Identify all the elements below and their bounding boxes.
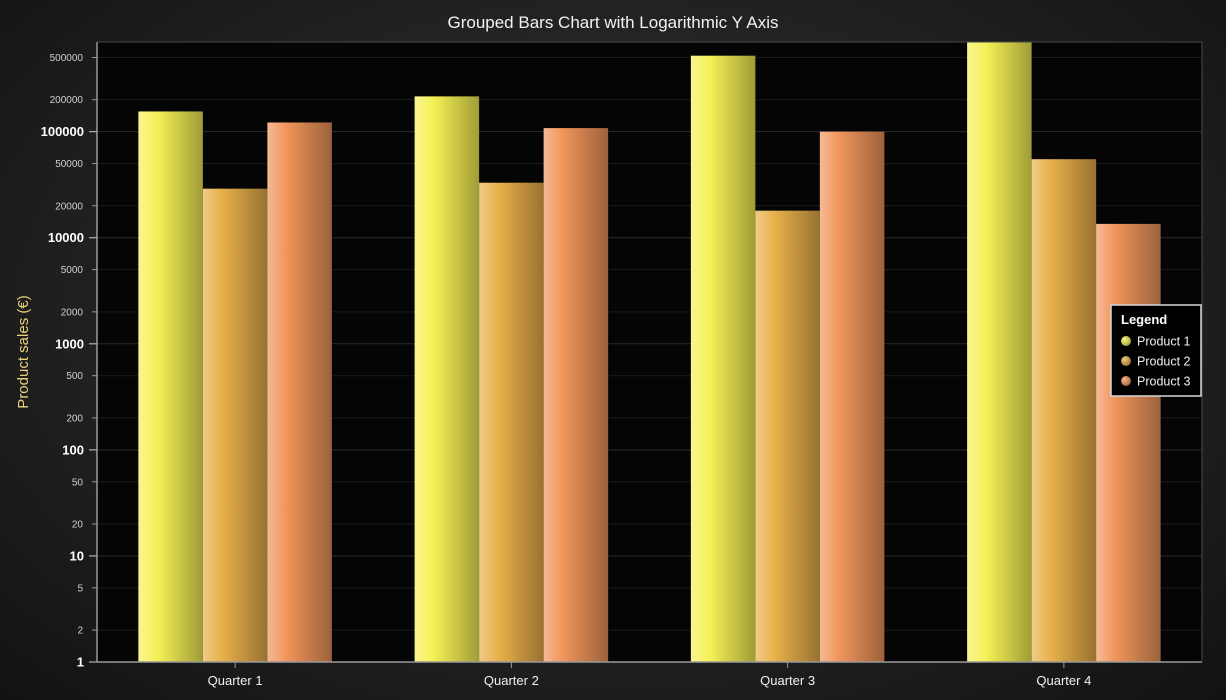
y-tick-label: 1000 xyxy=(55,336,84,351)
y-tick-label: 20000 xyxy=(55,201,83,212)
y-tick-label: 5000 xyxy=(61,265,84,276)
axes xyxy=(96,41,1203,663)
y-tick-label: 100000 xyxy=(41,124,84,139)
y-tick-label: 200000 xyxy=(50,95,84,106)
y-tick-label: 2000 xyxy=(61,307,84,318)
bars xyxy=(138,42,1161,663)
x-tick-label: Quarter 1 xyxy=(208,673,263,688)
bar xyxy=(819,131,885,663)
bar xyxy=(138,111,203,662)
x-tick-labels: Quarter 1 Quarter 2 Quarter 3 Quarter 4 xyxy=(208,662,1091,688)
y-tick-label: 10000 xyxy=(48,230,84,245)
x-tick-label: Quarter 4 xyxy=(1036,673,1091,688)
legend-title: Legend xyxy=(1121,312,1167,327)
y-tick-label: 10 xyxy=(70,548,84,563)
y-tick-label: 1 xyxy=(77,655,84,670)
x-tick-label: Quarter 2 xyxy=(484,673,539,688)
y-tick-label: 200 xyxy=(66,413,83,424)
legend-item-label: Product 3 xyxy=(1137,375,1191,389)
bar xyxy=(690,55,756,663)
y-tick-label: 500000 xyxy=(50,53,84,64)
legend-marker xyxy=(1121,376,1131,386)
legend-marker xyxy=(1121,356,1131,366)
y-axis-label: Product sales (€) xyxy=(15,295,32,408)
chart-title: Grouped Bars Chart with Logarithmic Y Ax… xyxy=(447,13,778,32)
bar xyxy=(1096,223,1161,662)
y-tick-label: 5 xyxy=(77,583,83,594)
legend-items: Product 1 Product 2 Product 3 xyxy=(1121,335,1191,389)
bar xyxy=(414,96,480,662)
legend: Legend Product 1 Product 2 Product 3 xyxy=(1110,304,1202,397)
y-tick-label: 50000 xyxy=(55,159,83,170)
bar xyxy=(755,210,820,663)
x-tick-label: Quarter 3 xyxy=(760,673,815,688)
y-tick-label: 50 xyxy=(72,477,84,488)
bar xyxy=(543,128,609,662)
y-tick-label: 2 xyxy=(77,626,83,637)
legend-item-label: Product 1 xyxy=(1137,335,1191,349)
bar xyxy=(267,122,332,663)
y-tick-label: 500 xyxy=(66,371,83,382)
bar xyxy=(479,182,544,663)
bar xyxy=(967,42,1032,662)
y-tick-label: 100 xyxy=(62,442,84,457)
y-tick-label: 20 xyxy=(72,519,84,530)
y-tick-labels: 2 5 20 50 200 500 2000 5000 20000 50000 200000 5000… xyxy=(41,53,97,670)
bar xyxy=(1031,159,1097,662)
bar xyxy=(202,188,268,662)
legend-item-label: Product 2 xyxy=(1137,355,1191,369)
legend-marker xyxy=(1121,336,1131,346)
